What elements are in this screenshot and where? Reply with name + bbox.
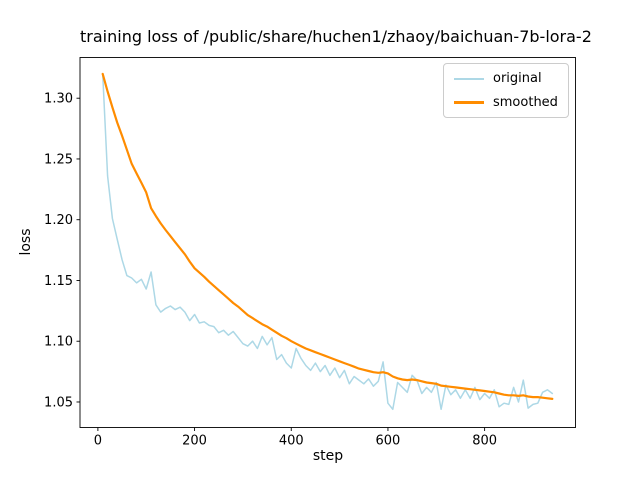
y-tick-label: 1.05 <box>44 395 73 410</box>
original-line-swatch <box>454 77 484 80</box>
y-tick-label: 1.10 <box>44 335 73 350</box>
y-tick-label: 1.30 <box>44 92 73 107</box>
axes-frame <box>79 57 576 428</box>
smoothed-line-swatch <box>454 101 484 104</box>
legend-label-original: original <box>493 71 542 86</box>
chart-title: training loss of /public/share/huchen1/z… <box>80 27 592 46</box>
x-tick-label: 800 <box>472 434 497 449</box>
y-tick-label: 1.15 <box>44 274 73 289</box>
x-tick-label: 400 <box>279 434 304 449</box>
legend-item-original: original <box>454 70 558 87</box>
x-axis-label: step <box>312 448 344 464</box>
legend-label-smoothed: smoothed <box>493 95 558 110</box>
x-tick-label: 200 <box>182 434 207 449</box>
legend-item-smoothed: smoothed <box>454 94 558 111</box>
legend: original smoothed <box>443 63 569 118</box>
y-tick-label: 1.20 <box>44 213 73 228</box>
x-tick-label: 600 <box>376 434 401 449</box>
original-line <box>101 73 554 411</box>
smoothed-line <box>101 72 554 400</box>
x-tick-label: 0 <box>94 434 102 449</box>
y-tick-label: 1.25 <box>44 152 73 167</box>
